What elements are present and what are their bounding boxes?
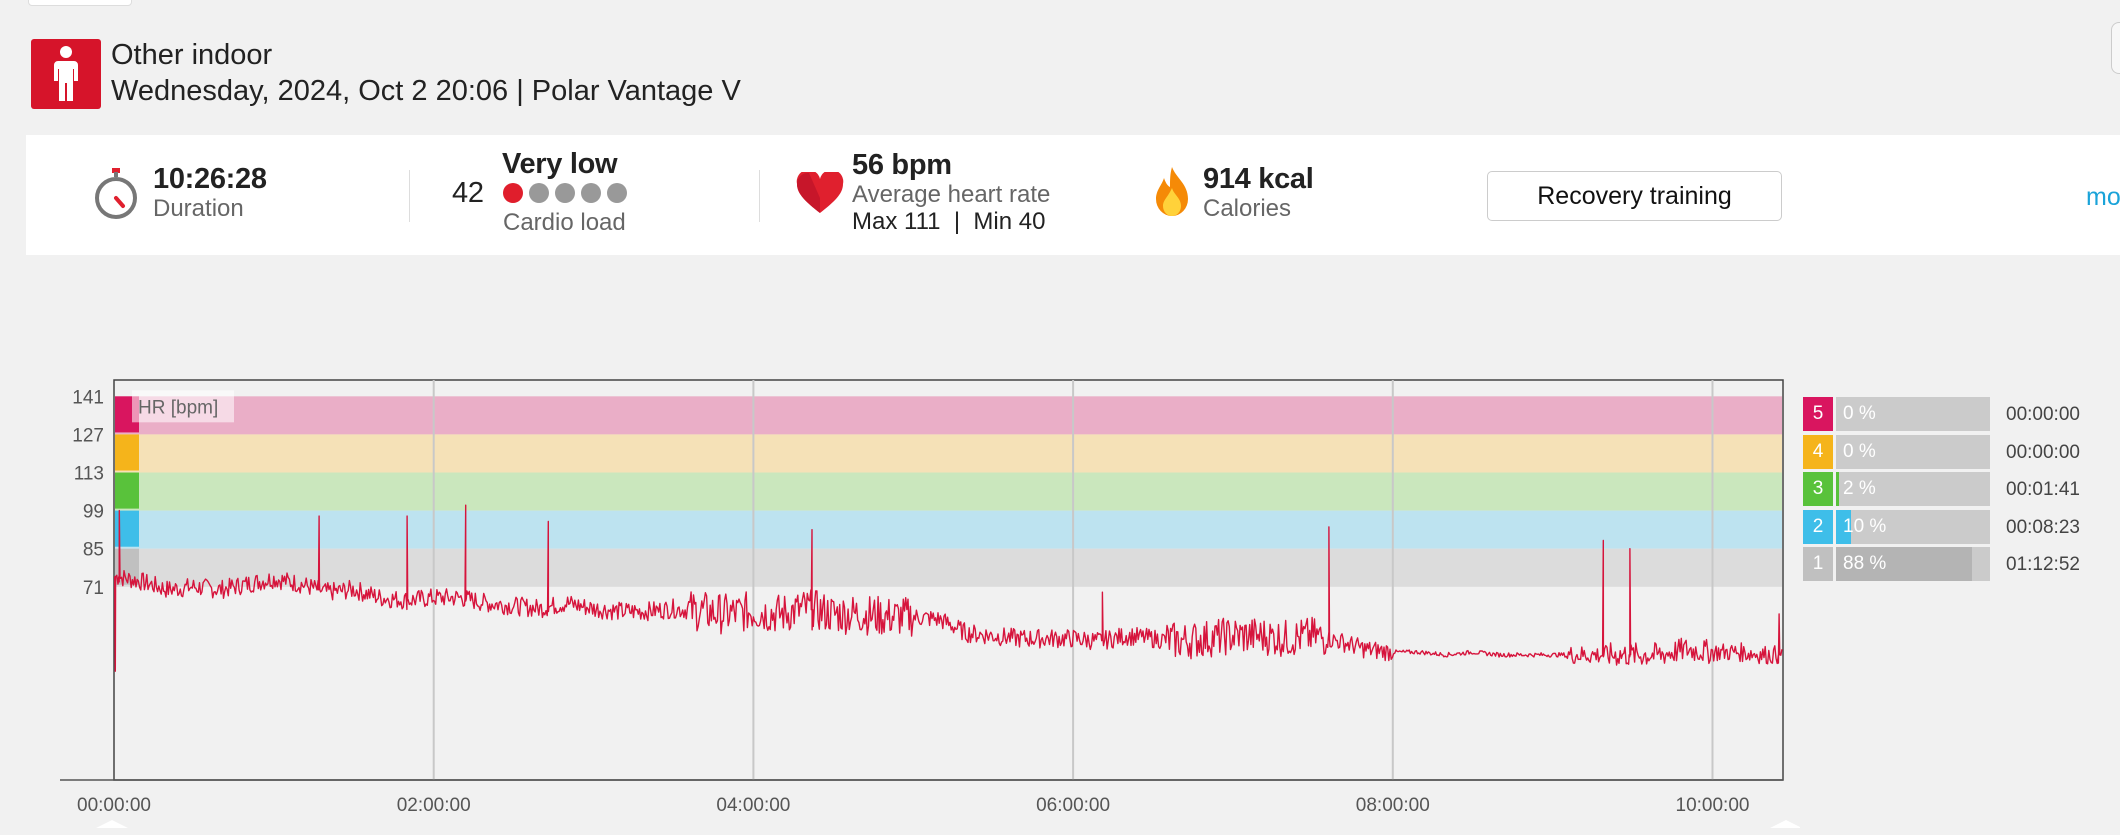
cardio-load-dot xyxy=(607,183,627,203)
zone-time-label: 00:08:23 xyxy=(2006,516,2080,538)
divider xyxy=(409,170,410,222)
zone-row-1[interactable]: 1 88 % 01:12:52 xyxy=(1803,547,2120,581)
zone-band-4 xyxy=(115,434,1782,473)
flame-icon xyxy=(1152,166,1192,223)
zone-percent-label: 0 % xyxy=(1843,403,1876,424)
zone-percent-label: 2 % xyxy=(1843,478,1876,499)
y-tick-label: 141 xyxy=(72,387,104,408)
zone-percent-bar: 88 % xyxy=(1836,547,1990,581)
x-tick-label: 10:00:00 xyxy=(1676,795,1750,816)
zone-number: 3 xyxy=(1803,472,1833,506)
x-tick-label: 06:00:00 xyxy=(1036,795,1110,816)
zone-percent-bar: 2 % xyxy=(1836,472,1990,506)
duration-value: 10:26:28 xyxy=(153,163,267,195)
range-handle-right xyxy=(1770,820,1800,828)
training-benefit-button[interactable]: Recovery training xyxy=(1487,171,1782,221)
zone-band-1 xyxy=(115,548,1782,587)
top-tab[interactable] xyxy=(28,0,132,6)
cardio-load-dot xyxy=(529,183,549,203)
zone-number: 5 xyxy=(1803,397,1833,431)
zone-number: 2 xyxy=(1803,509,1833,544)
zone-band-2 xyxy=(115,510,1782,549)
hr-series-line xyxy=(114,504,1783,672)
x-tick-label: 08:00:00 xyxy=(1356,795,1430,816)
zone-time-label: 00:01:41 xyxy=(2006,479,2080,500)
zone-percent-fill xyxy=(1836,547,1972,581)
zone-row-2[interactable]: 2 10 % 00:08:23 xyxy=(1803,509,2120,544)
ylabel-box xyxy=(132,390,234,423)
person-standing-icon xyxy=(31,39,101,109)
cardio-load-status[interactable]: Very low xyxy=(502,148,618,180)
summary-panel: 10:26:28 Duration 42 Very low Cardio loa… xyxy=(26,135,2120,255)
cardio-load-dot xyxy=(503,183,523,203)
side-panel-handle[interactable] xyxy=(2111,22,2120,74)
x-tick-label: 00:00:00 xyxy=(77,795,151,816)
zone-band-5 xyxy=(115,396,1782,435)
x-tick-label: 02:00:00 xyxy=(397,795,471,816)
divider xyxy=(759,170,760,222)
zone-strip-3 xyxy=(115,472,139,509)
cardio-load-dot xyxy=(581,183,601,203)
cardio-load-value: 42 xyxy=(452,177,484,209)
y-tick-label: 71 xyxy=(83,578,104,599)
zone-time-label: 00:00:00 xyxy=(2006,404,2080,425)
cardio-load-dot xyxy=(555,183,575,203)
sport-title: Other indoor xyxy=(111,39,273,71)
zone-percent-bar: 0 % xyxy=(1836,397,1990,431)
y-tick-label: 85 xyxy=(83,540,104,561)
avg-hr-value: 56 bpm xyxy=(852,149,952,181)
zone-percent-label: 0 % xyxy=(1843,440,1876,462)
y-axis-label: HR [bpm] xyxy=(138,397,218,418)
heart-icon xyxy=(796,169,844,219)
zone-percent-bar: 10 % xyxy=(1836,509,1990,544)
zone-number: 4 xyxy=(1803,434,1833,469)
avg-hr-label: Average heart rate xyxy=(852,181,1051,208)
stopwatch-icon xyxy=(93,168,139,225)
zone-percent-fill xyxy=(1836,509,1852,544)
zone-row-4[interactable]: 4 0 % 00:00:00 xyxy=(1803,434,2120,469)
session-subtitle: Wednesday, 2024, Oct 2 20:06 | Polar Van… xyxy=(111,75,741,107)
zone-time-label: 00:00:00 xyxy=(2006,441,2080,463)
range-handle-left xyxy=(96,820,128,828)
zone-percent-label: 10 % xyxy=(1843,515,1887,537)
duration-label: Duration xyxy=(153,195,244,222)
zone-strip-4 xyxy=(115,434,139,471)
zone-percent-label: 88 % xyxy=(1843,553,1887,574)
zone-row-5[interactable]: 5 0 % 00:00:00 xyxy=(1803,397,2120,431)
y-tick-label: 113 xyxy=(74,464,104,485)
cardio-load-label: Cardio load xyxy=(503,209,626,236)
x-tick-label: 04:00:00 xyxy=(716,795,790,816)
calories-value: 914 kcal xyxy=(1203,163,1314,195)
zone-band-3 xyxy=(115,472,1782,511)
zone-time-label: 01:12:52 xyxy=(2006,554,2080,575)
zone-percent-fill xyxy=(1836,472,1840,506)
hr-max-min: Max 111 | Min 40 xyxy=(852,208,1046,235)
zone-row-3[interactable]: 3 2 % 00:01:41 xyxy=(1803,472,2120,506)
heart-rate-chart[interactable]: 00:00:00 02:00:00 04:00:00 06:00:00 08:00:00… xyxy=(0,360,1800,835)
more-link[interactable]: mo xyxy=(2086,183,2120,211)
zone-number: 1 xyxy=(1803,547,1833,581)
calories-label: Calories xyxy=(1203,195,1292,222)
zone-percent-bar: 0 % xyxy=(1836,434,1990,469)
y-tick-label: 127 xyxy=(72,425,104,446)
y-tick-label: 99 xyxy=(83,502,104,523)
